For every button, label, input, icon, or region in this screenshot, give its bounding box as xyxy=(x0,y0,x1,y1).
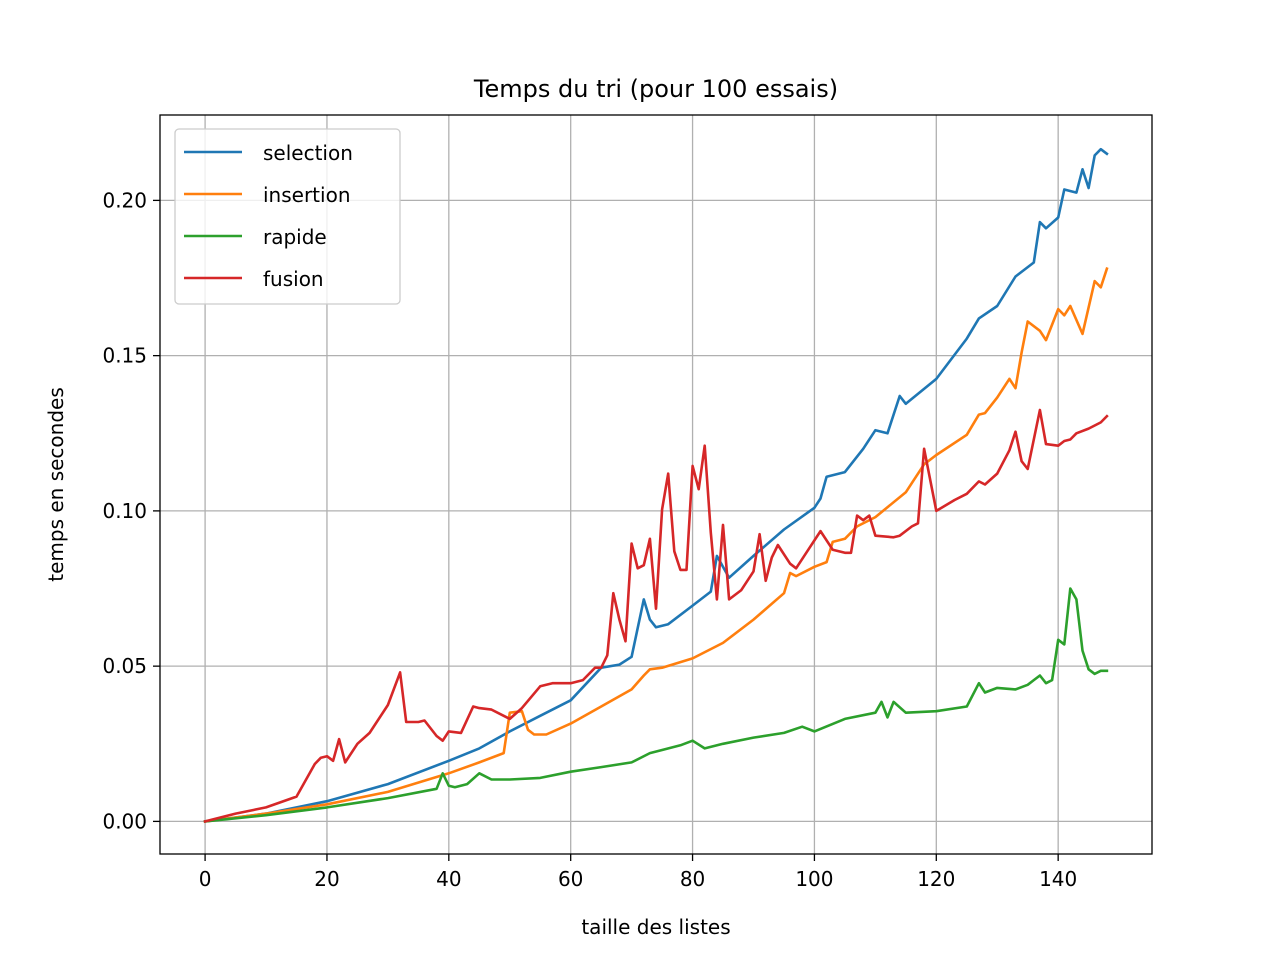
x-tick-label: 20 xyxy=(314,867,339,891)
legend-box xyxy=(174,128,401,305)
x-tick-label: 100 xyxy=(795,867,833,891)
y-tick-label: 0.05 xyxy=(102,654,147,678)
y-tick-label: 0.20 xyxy=(102,188,147,212)
y-tick-label: 0.15 xyxy=(102,344,147,368)
x-tick-label: 60 xyxy=(558,867,583,891)
legend-label-fusion: fusion xyxy=(263,267,324,291)
y-axis-ticks: 0.00 0.05 0.10 0.15 0.20 xyxy=(102,188,160,833)
axes-frame xyxy=(159,114,1153,855)
legend: selection insertion rapide fusion xyxy=(174,128,401,305)
series-line-insertion xyxy=(203,267,1109,823)
x-tick-label: 40 xyxy=(436,867,461,891)
series-line-selection xyxy=(203,147,1109,823)
legend-label-selection: selection xyxy=(263,141,353,165)
x-tick-label: 140 xyxy=(1039,867,1077,891)
legend-label-insertion: insertion xyxy=(263,183,351,207)
y-tick-label: 0.10 xyxy=(102,499,147,523)
series-line-fusion xyxy=(203,408,1109,823)
legend-label-rapide: rapide xyxy=(263,225,327,249)
x-tick-label: 0 xyxy=(199,867,212,891)
y-tick-label: 0.00 xyxy=(102,809,147,833)
x-tick-label: 120 xyxy=(917,867,955,891)
y-axis-label: temps en secondes xyxy=(44,387,68,582)
series-line-rapide xyxy=(203,587,1109,823)
x-tick-label: 80 xyxy=(680,867,705,891)
x-axis-label: taille des listes xyxy=(581,915,730,939)
x-axis-ticks: 0 20 40 60 80 100 120 140 xyxy=(199,854,1077,891)
chart-title: Temps du tri (pour 100 essais) xyxy=(473,75,838,103)
series-layer xyxy=(203,147,1109,823)
